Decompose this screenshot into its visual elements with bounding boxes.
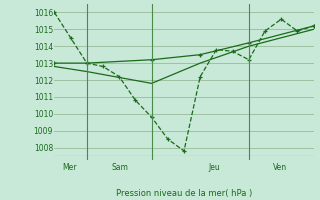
Text: Mer: Mer	[62, 163, 77, 172]
Text: Ven: Ven	[273, 163, 287, 172]
Text: Pression niveau de la mer( hPa ): Pression niveau de la mer( hPa )	[116, 189, 252, 198]
Text: Sam: Sam	[111, 163, 128, 172]
Text: Jeu: Jeu	[208, 163, 220, 172]
